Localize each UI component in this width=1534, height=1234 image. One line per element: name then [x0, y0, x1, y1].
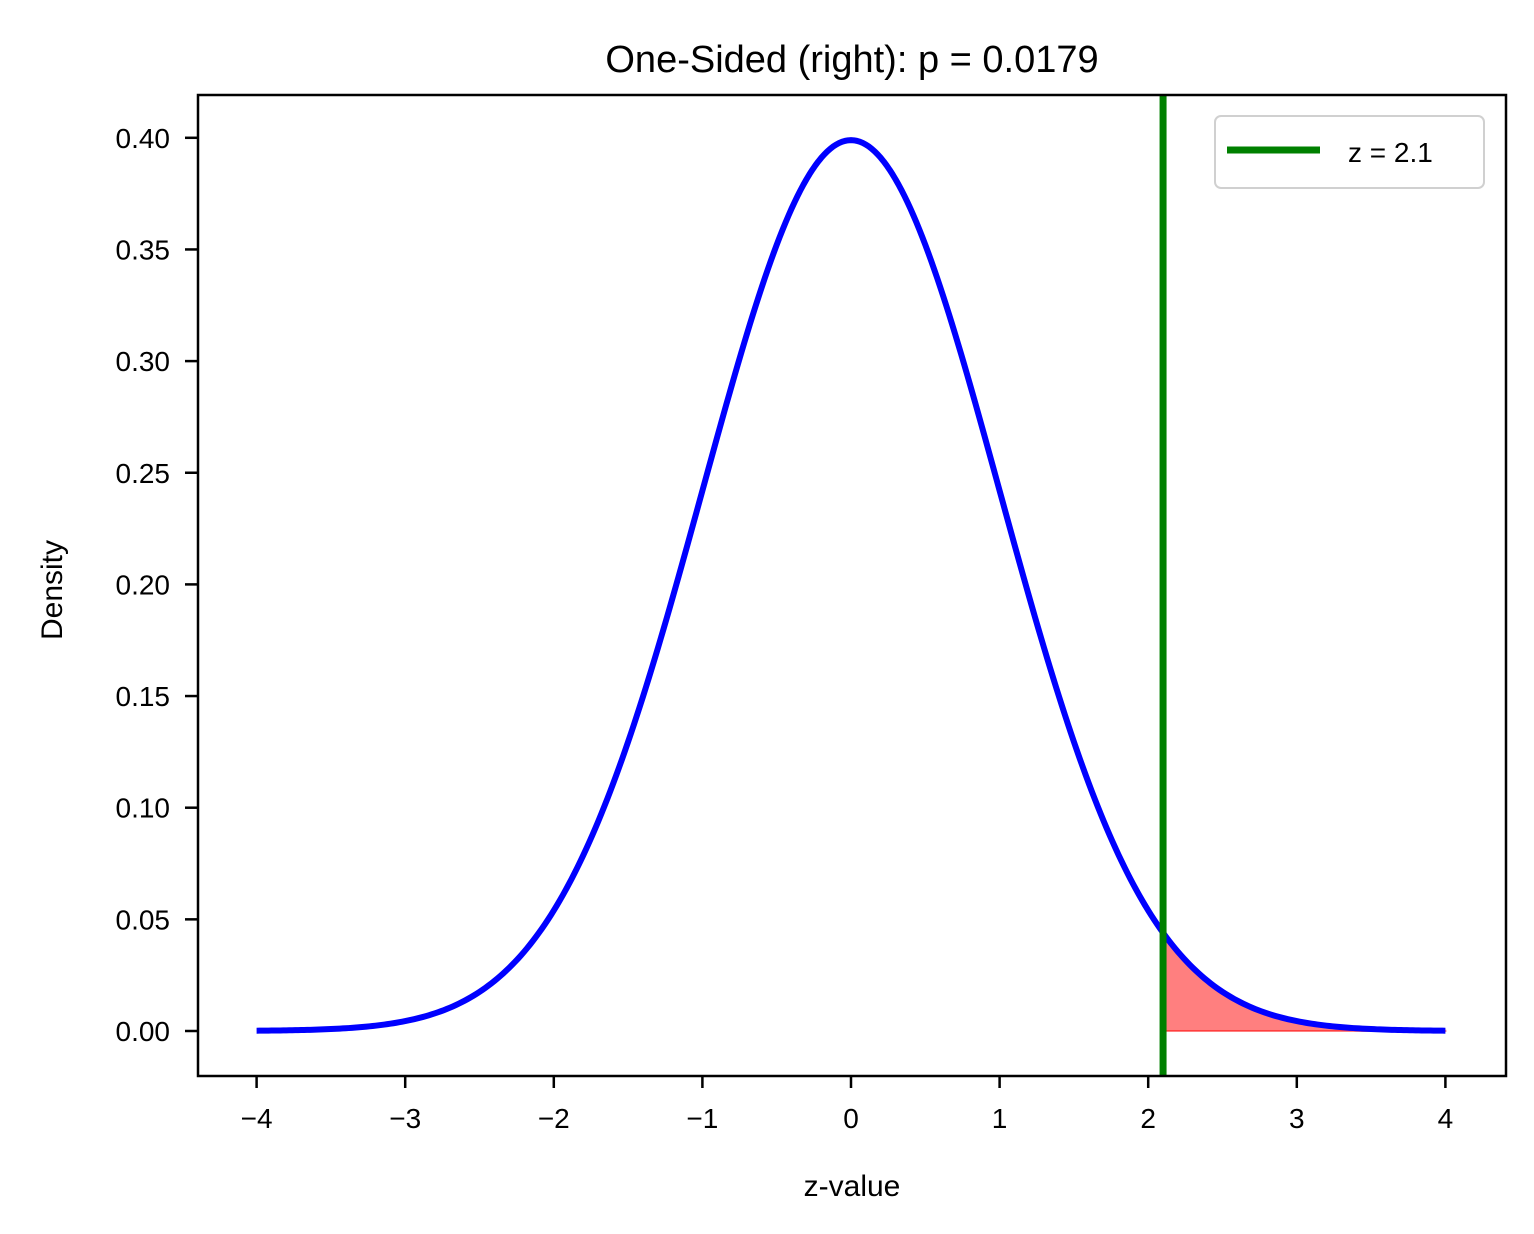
y-axis-label: Density [36, 540, 69, 640]
x-tick-label: 4 [1438, 1103, 1454, 1134]
y-tick-label: 0.20 [116, 569, 171, 600]
x-tick-label: −2 [538, 1103, 570, 1134]
y-tick-label: 0.35 [116, 234, 171, 265]
legend-box [1214, 115, 1485, 189]
x-axis-ticks: −4 −3 −2 −1 0 1 2 3 4 [241, 1076, 1454, 1134]
x-tick-label: −3 [389, 1103, 421, 1134]
x-tick-label: 3 [1289, 1103, 1305, 1134]
y-tick-label: 0.30 [116, 346, 171, 377]
x-axis-label: z-value [804, 1170, 901, 1203]
plot-area [256, 95, 1447, 1076]
x-tick-label: −4 [241, 1103, 273, 1134]
y-tick-label: 0.05 [116, 904, 171, 935]
density-curve [256, 137, 1446, 1034]
y-tick-label: 0.10 [116, 793, 171, 824]
x-tick-label: 0 [843, 1103, 859, 1134]
x-tick-label: 2 [1140, 1103, 1156, 1134]
y-tick-label: 0.25 [116, 458, 171, 489]
y-tick-label: 0.40 [116, 123, 171, 154]
legend: z = 2.1 [1214, 115, 1485, 189]
x-tick-label: 1 [992, 1103, 1008, 1134]
y-tick-label: 0.15 [116, 681, 171, 712]
chart-title: One-Sided (right): p = 0.0179 [605, 39, 1098, 81]
x-tick-label: −1 [686, 1103, 718, 1134]
y-tick-label: 0.00 [116, 1016, 171, 1047]
y-axis-ticks: 0.00 0.05 0.10 0.15 0.20 0.25 0.30 0.35 0.40 [116, 123, 198, 1047]
legend-label: z = 2.1 [1348, 137, 1433, 168]
